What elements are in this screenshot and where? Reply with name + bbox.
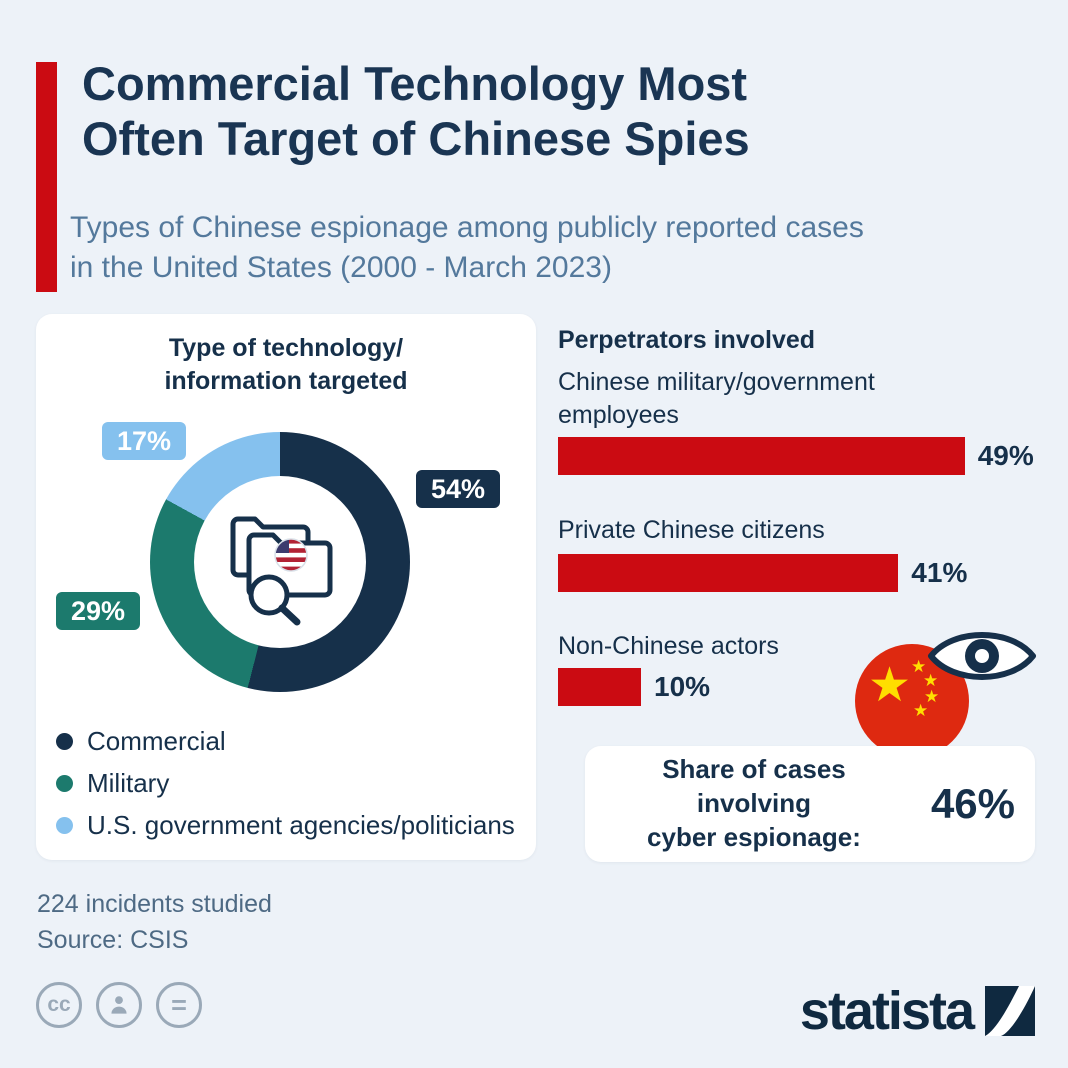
cyber-espionage-label: Share of cases involving cyber espionage: <box>605 753 903 854</box>
bar-category-chinese-military: Chinese military/government employees <box>558 368 875 429</box>
attribution-person-icon <box>96 982 142 1028</box>
donut-value-us-gov: 17% <box>102 422 186 460</box>
legend-dot-us-gov <box>56 817 73 834</box>
donut-chart-title-line2: information targeted <box>164 366 408 395</box>
page-title-line2: Often Target of Chinese Spies <box>82 112 750 166</box>
us-flag-icon <box>275 539 307 571</box>
cyber-espionage-value: 46% <box>930 780 1015 827</box>
statista-brand: statista <box>800 980 1035 1042</box>
donut-chart <box>150 432 410 692</box>
bar-value-chinese-military: 49% <box>977 440 1034 471</box>
bar-row-non-chinese: 10% <box>558 668 710 706</box>
creative-commons-text: cc <box>47 993 71 1016</box>
bar-chinese-military <box>558 437 965 475</box>
cyber-label-line1: Share of cases involving <box>662 754 846 819</box>
footnote-source: Source: CSIS <box>37 926 189 954</box>
bar-category-private-citizens: Private Chinese citizens <box>558 516 825 544</box>
svg-text:★: ★ <box>923 671 938 691</box>
page-subtitle-line1: Types of Chinese espionage among publicl… <box>70 211 864 244</box>
no-derivatives-icon: = <box>156 982 202 1028</box>
technology-targeted-card: Type of technology/information targeted <box>36 314 536 860</box>
legend-label-commercial: Commercial <box>87 726 226 756</box>
eye-icon <box>928 632 1036 680</box>
page-title: Commercial Technology Most Often Target o… <box>82 56 750 167</box>
bar-value-non-chinese: 10% <box>654 671 711 702</box>
statista-logo-mark <box>985 986 1035 1036</box>
donut-value-military: 29% <box>56 592 140 630</box>
footnote-incidents: 224 incidents studied <box>37 890 272 918</box>
donut-value-commercial: 54% <box>416 470 500 508</box>
legend-dot-military <box>56 775 73 792</box>
page-subtitle: Types of Chinese espionage among publicl… <box>70 208 864 288</box>
title-accent-bar <box>36 62 57 292</box>
legend-item-us-gov: U.S. government agencies/politicians <box>56 810 515 841</box>
page-title-line1: Commercial Technology Most <box>82 57 748 110</box>
bar-row-private-citizens: 41% <box>558 554 967 592</box>
legend-item-commercial: Commercial <box>56 726 226 757</box>
statista-logo-text: statista <box>799 981 975 1041</box>
bar-chart-title: Perpetrators involved <box>558 326 816 354</box>
license-badges: cc = <box>36 982 202 1028</box>
page-subtitle-line2: in the United States (2000 - March 2023) <box>70 250 612 284</box>
legend-dot-commercial <box>56 733 73 750</box>
bar-non-chinese <box>558 668 641 706</box>
bar-category-non-chinese: Non-Chinese actors <box>558 632 779 660</box>
cyber-label-line2: cyber espionage: <box>647 821 861 852</box>
svg-text:★: ★ <box>924 687 939 707</box>
china-flag-icon: ★ ★ ★ ★ ★ <box>855 644 969 758</box>
legend-label-us-gov: U.S. government agencies/politicians <box>87 810 515 840</box>
svg-text:★: ★ <box>913 701 928 721</box>
svg-text:★: ★ <box>868 657 911 713</box>
cyber-espionage-card: Share of cases involving cyber espionage:… <box>585 746 1035 862</box>
svg-text:★: ★ <box>911 657 926 677</box>
donut-hole <box>194 476 366 648</box>
bar-private-citizens <box>558 554 899 592</box>
donut-chart-title: Type of technology/information targeted <box>36 332 536 397</box>
bar-value-private-citizens: 41% <box>911 557 968 588</box>
no-derivatives-text: = <box>171 989 187 1020</box>
donut-chart-title-line1: Type of technology/ <box>168 334 404 362</box>
legend-label-military: Military <box>87 768 170 798</box>
folder-search-icon <box>230 516 333 626</box>
bar-row-chinese-military: 49% <box>558 437 1034 475</box>
creative-commons-icon: cc <box>36 982 82 1028</box>
legend-item-military: Military <box>56 768 169 799</box>
